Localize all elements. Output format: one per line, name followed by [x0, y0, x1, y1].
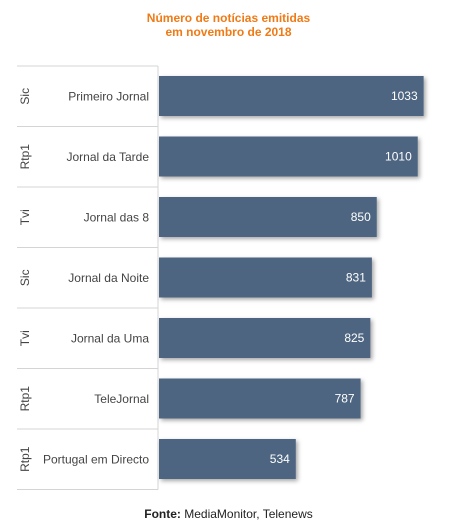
chart-title-line-2: em novembro de 2018 [165, 25, 292, 39]
bar [159, 257, 372, 298]
category-label: Jornal da Noite [68, 271, 149, 285]
bar-value-label: 825 [344, 331, 364, 345]
source-note: Fonte: MediaMonitor, Telenews [0, 507, 457, 521]
bar [159, 378, 361, 419]
group-label: Tvi [18, 209, 32, 225]
group-label: Rtp1 [18, 144, 32, 170]
bar [159, 136, 418, 177]
bar-value-label: 534 [270, 452, 290, 466]
category-label: Jornal da Uma [71, 331, 149, 345]
group-label: Tvi [18, 330, 32, 346]
grid-lines [17, 65, 159, 490]
chart-title-line-1: Número de notícias emitidas [146, 11, 311, 25]
category-label: Jornal da Tarde [67, 150, 150, 164]
category-label: Portugal em Directo [43, 452, 149, 466]
bar-value-label: 1033 [391, 89, 418, 103]
bar [159, 318, 371, 358]
group-label: Rtp1 [18, 386, 32, 412]
chart-title: Número de notícias emitidas em novembro … [0, 11, 457, 39]
group-label: Sic [18, 88, 32, 105]
bar [159, 439, 296, 479]
bar-value-label: 850 [351, 210, 371, 224]
bar-chart: 1033 1010 850 831 825 787 534 Primeiro Jornal S… [17, 65, 424, 490]
source-text: MediaMonitor, Telenews [184, 507, 313, 521]
source-label: Fonte: [144, 507, 181, 521]
category-label: TeleJornal [94, 392, 149, 406]
category-label: Jornal das 8 [84, 210, 150, 224]
group-label: Sic [18, 269, 32, 286]
bar [159, 76, 424, 116]
bar-value-label: 1010 [385, 150, 412, 164]
group-label: Rtp1 [18, 446, 32, 472]
bars: 1033 1010 850 831 825 787 534 [159, 76, 424, 479]
bar-value-label: 787 [335, 392, 355, 406]
category-label: Primeiro Jornal [68, 89, 149, 103]
category-labels: Primeiro Jornal Sic Jornal da Tarde Rtp1 Jor… [18, 88, 149, 472]
bar-value-label: 831 [346, 271, 366, 285]
bar [159, 197, 377, 237]
